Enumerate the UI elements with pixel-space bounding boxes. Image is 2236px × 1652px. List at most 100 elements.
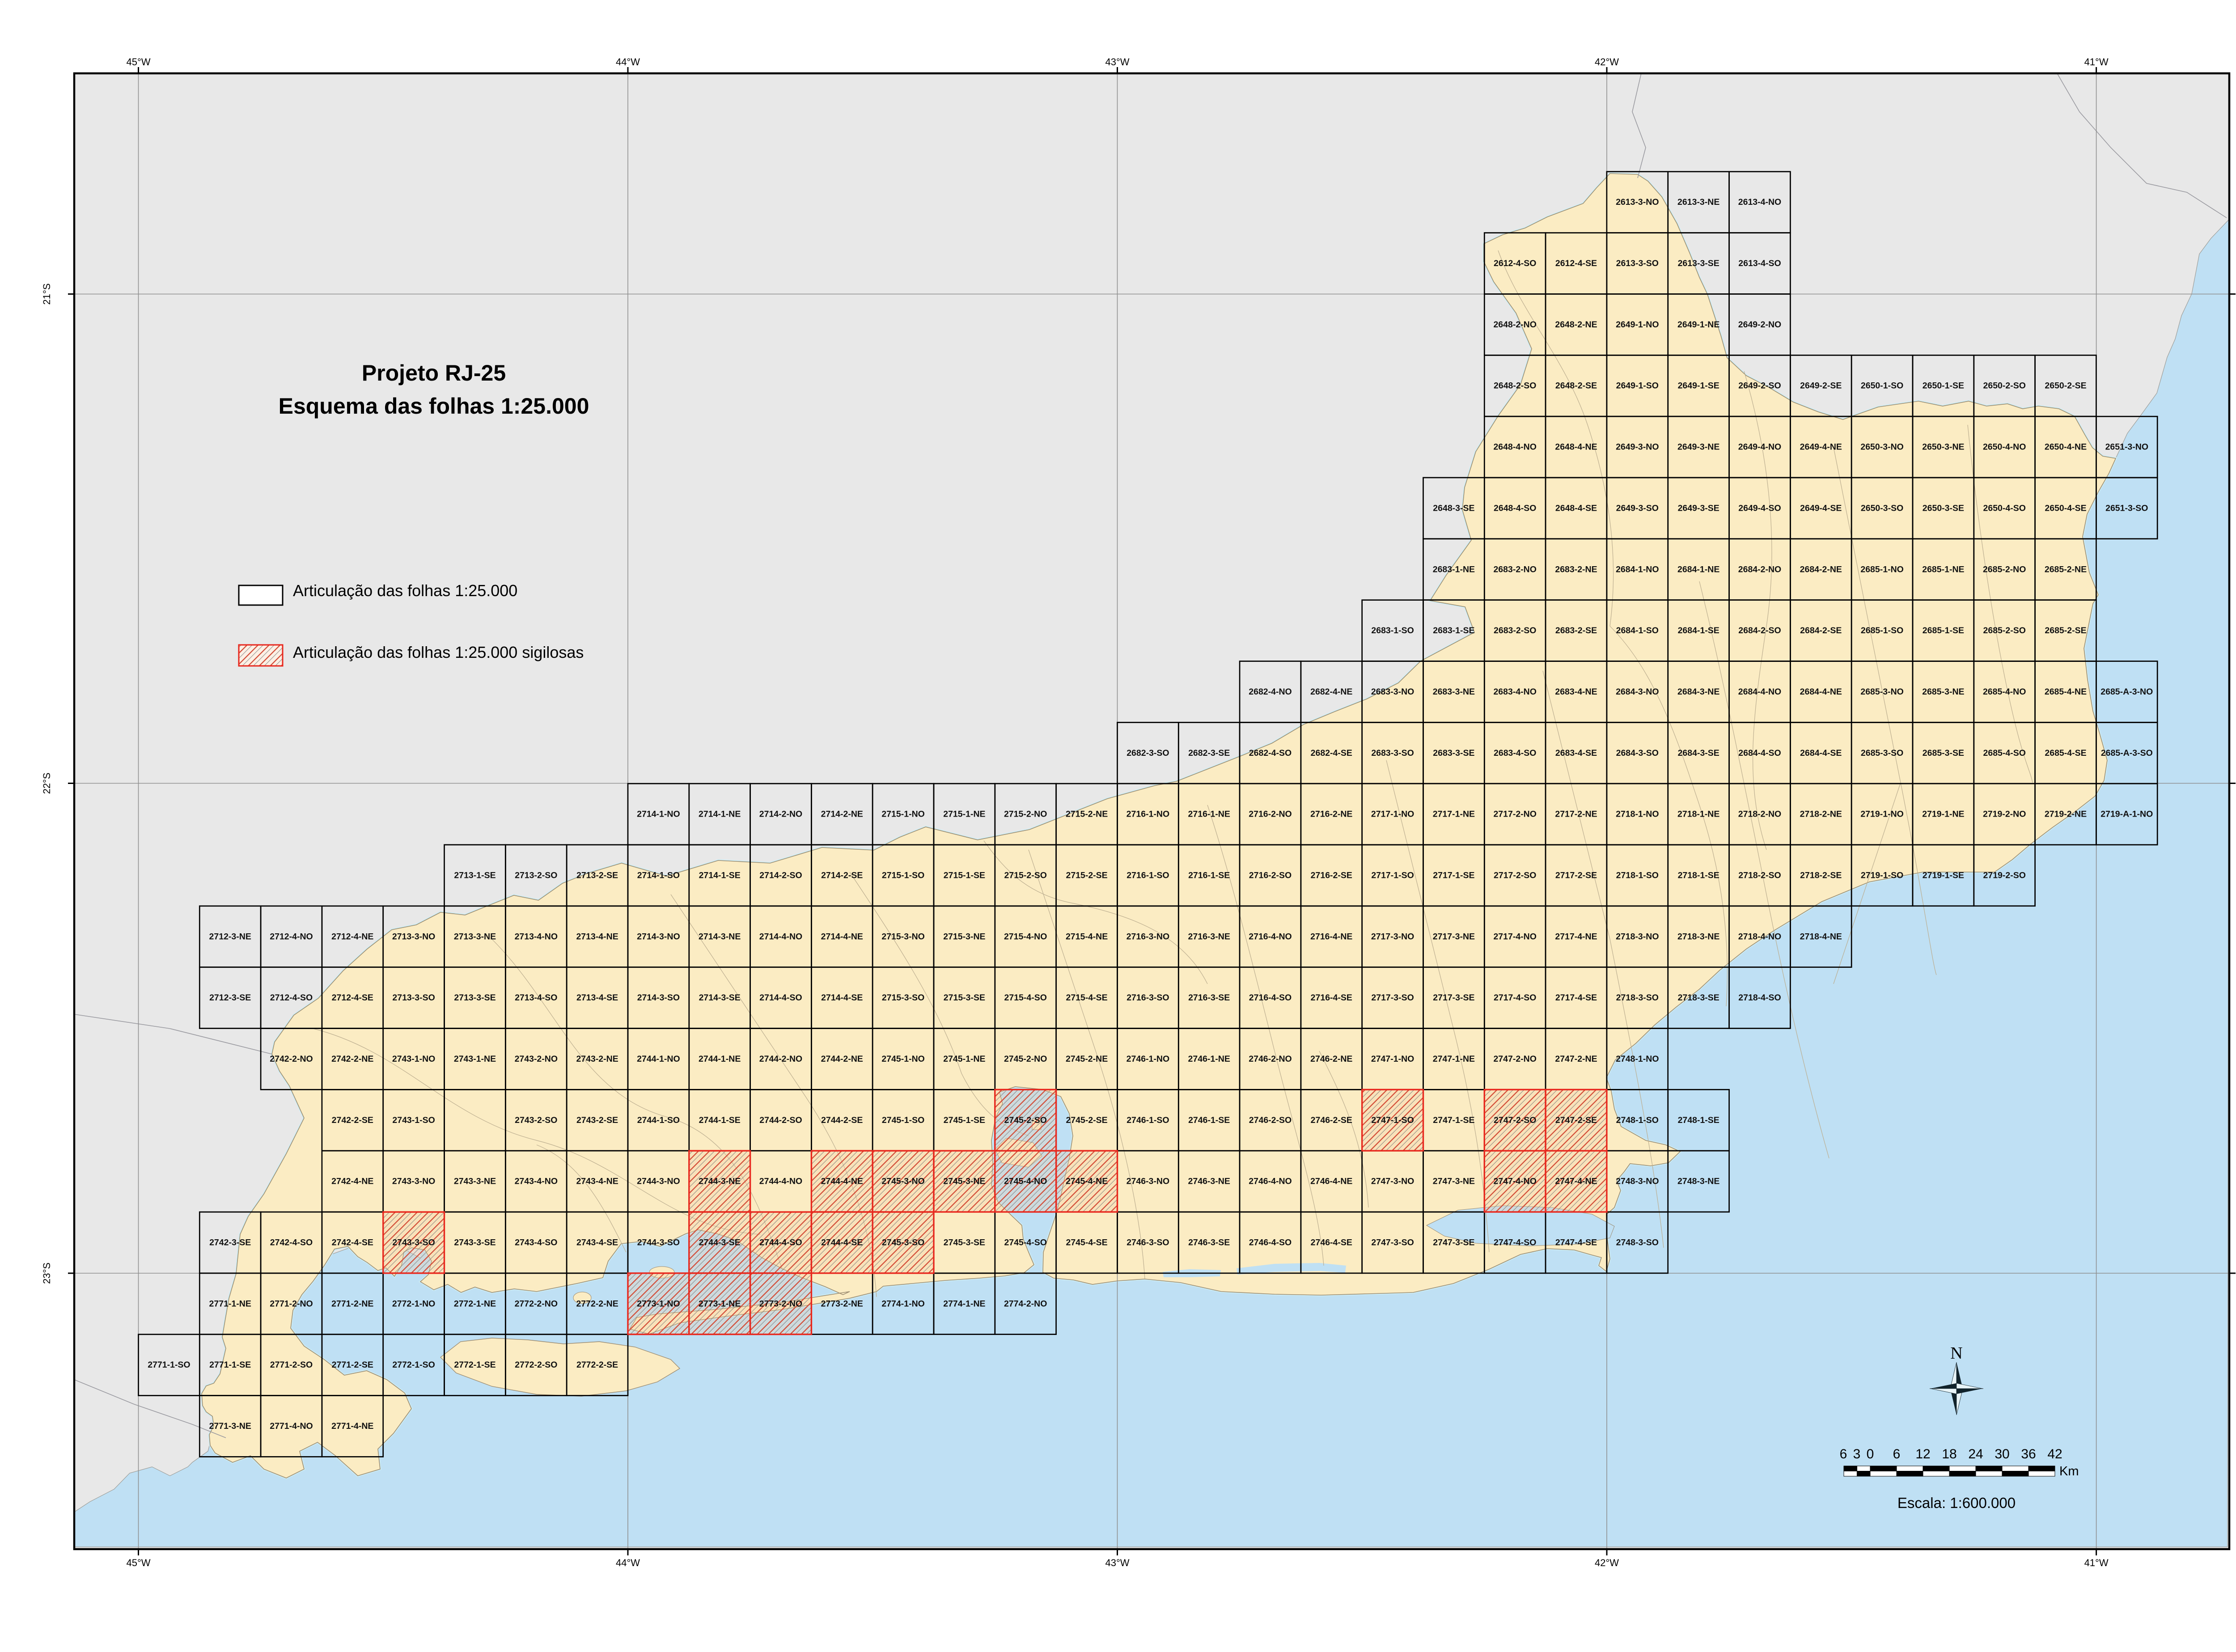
svg-text:2714-4-SE: 2714-4-SE <box>821 993 863 1003</box>
svg-text:42°W: 42°W <box>1595 56 1619 68</box>
svg-text:2773-2-NE: 2773-2-NE <box>821 1299 863 1309</box>
svg-text:45°W: 45°W <box>126 56 150 68</box>
svg-text:2613-3-SO: 2613-3-SO <box>1616 258 1659 268</box>
svg-text:2649-4-NE: 2649-4-NE <box>1800 442 1842 452</box>
svg-text:2747-3-SO: 2747-3-SO <box>1371 1238 1414 1248</box>
svg-text:2683-4-SE: 2683-4-SE <box>1555 748 1597 758</box>
svg-text:2715-2-NO: 2715-2-NO <box>1004 809 1047 819</box>
svg-text:2746-1-NE: 2746-1-NE <box>1188 1054 1230 1064</box>
svg-text:2771-1-SE: 2771-1-SE <box>209 1360 251 1370</box>
svg-text:2682-4-NO: 2682-4-NO <box>1249 687 1292 697</box>
svg-text:2746-2-SE: 2746-2-SE <box>1311 1115 1352 1125</box>
svg-text:2744-1-NE: 2744-1-NE <box>699 1054 741 1064</box>
svg-text:2742-4-SO: 2742-4-SO <box>270 1238 313 1248</box>
svg-text:2714-2-SO: 2714-2-SO <box>759 871 802 881</box>
svg-text:2649-4-SE: 2649-4-SE <box>1800 503 1842 513</box>
svg-text:2719-A-1-NO: 2719-A-1-NO <box>2100 809 2153 819</box>
svg-text:2685-A-3-NO: 2685-A-3-NO <box>2100 687 2153 697</box>
svg-text:2717-1-NO: 2717-1-NO <box>1371 809 1414 819</box>
svg-text:2717-4-NE: 2717-4-NE <box>1555 932 1597 941</box>
svg-text:2719-1-SE: 2719-1-SE <box>1923 871 1964 881</box>
svg-text:2714-2-NO: 2714-2-NO <box>759 809 802 819</box>
svg-text:2747-1-NE: 2747-1-NE <box>1433 1054 1475 1064</box>
svg-text:Km: Km <box>2059 1464 2079 1478</box>
svg-text:2650-2-SO: 2650-2-SO <box>1983 381 2026 391</box>
svg-text:2715-2-NE: 2715-2-NE <box>1066 809 1108 819</box>
svg-text:2747-4-SE: 2747-4-SE <box>1555 1238 1597 1248</box>
svg-text:2650-1-SO: 2650-1-SO <box>1861 381 1903 391</box>
svg-text:2718-4-SO: 2718-4-SO <box>1738 993 1781 1003</box>
svg-text:2744-1-SE: 2744-1-SE <box>699 1115 741 1125</box>
svg-text:2746-3-NO: 2746-3-NO <box>1126 1177 1169 1186</box>
svg-text:2650-4-SE: 2650-4-SE <box>2045 503 2086 513</box>
svg-text:2748-3-NE: 2748-3-NE <box>1677 1177 1719 1186</box>
svg-text:2717-2-NO: 2717-2-NO <box>1493 809 1536 819</box>
svg-text:41°W: 41°W <box>2084 1557 2109 1568</box>
svg-text:2651-3-NO: 2651-3-NO <box>2105 442 2148 452</box>
svg-text:6: 6 <box>1893 1447 1901 1461</box>
svg-text:2649-2-SE: 2649-2-SE <box>1800 381 1842 391</box>
svg-text:2715-4-NO: 2715-4-NO <box>1004 932 1047 941</box>
svg-text:2748-1-NO: 2748-1-NO <box>1616 1054 1659 1064</box>
svg-text:2684-1-SO: 2684-1-SO <box>1616 626 1659 635</box>
svg-text:2717-3-SO: 2717-3-SO <box>1371 993 1414 1003</box>
svg-text:2715-3-NO: 2715-3-NO <box>881 932 924 941</box>
svg-text:2685-1-NE: 2685-1-NE <box>1922 564 1964 574</box>
svg-text:2650-3-SO: 2650-3-SO <box>1861 503 1903 513</box>
svg-text:3: 3 <box>1853 1447 1861 1461</box>
svg-text:2746-3-SO: 2746-3-SO <box>1126 1238 1169 1248</box>
svg-text:2773-2-NO: 2773-2-NO <box>759 1299 802 1309</box>
svg-text:Articulação das folhas 1:25.00: Articulação das folhas 1:25.000 sigilosa… <box>293 643 584 661</box>
svg-text:2717-3-NO: 2717-3-NO <box>1371 932 1414 941</box>
svg-text:2718-2-NE: 2718-2-NE <box>1800 809 1842 819</box>
svg-text:2684-3-NE: 2684-3-NE <box>1677 687 1719 697</box>
svg-text:2715-1-NO: 2715-1-NO <box>881 809 924 819</box>
svg-text:2713-3-SE: 2713-3-SE <box>454 993 495 1003</box>
svg-text:2747-4-NO: 2747-4-NO <box>1493 1177 1536 1186</box>
svg-text:2650-3-SE: 2650-3-SE <box>1923 503 1964 513</box>
svg-text:2685-2-SO: 2685-2-SO <box>1983 626 2026 635</box>
svg-text:2774-2-NO: 2774-2-NO <box>1004 1299 1047 1309</box>
svg-text:2772-1-NO: 2772-1-NO <box>392 1299 435 1309</box>
svg-text:2744-1-NO: 2744-1-NO <box>637 1054 680 1064</box>
svg-text:2649-3-SO: 2649-3-SO <box>1616 503 1659 513</box>
svg-text:2771-1-SO: 2771-1-SO <box>148 1360 190 1370</box>
svg-text:21°S: 21°S <box>41 284 52 305</box>
svg-text:2716-1-SE: 2716-1-SE <box>1188 871 1230 881</box>
svg-text:2744-2-SO: 2744-2-SO <box>759 1115 802 1125</box>
svg-text:2715-3-SO: 2715-3-SO <box>882 993 924 1003</box>
svg-text:2743-4-NE: 2743-4-NE <box>576 1177 618 1186</box>
svg-text:2716-4-SO: 2716-4-SO <box>1249 993 1292 1003</box>
svg-text:2772-2-SO: 2772-2-SO <box>515 1360 557 1370</box>
svg-text:2685-3-NE: 2685-3-NE <box>1922 687 1964 697</box>
svg-text:2742-2-NO: 2742-2-NO <box>270 1054 313 1064</box>
svg-text:2649-1-NE: 2649-1-NE <box>1677 320 1719 330</box>
svg-text:2713-4-NE: 2713-4-NE <box>576 932 618 941</box>
svg-text:2714-1-SO: 2714-1-SO <box>637 871 680 881</box>
svg-text:2745-2-SE: 2745-2-SE <box>1066 1115 1107 1125</box>
svg-text:2683-1-NE: 2683-1-NE <box>1433 564 1475 574</box>
svg-text:2771-4-NE: 2771-4-NE <box>331 1421 373 1431</box>
svg-text:2684-2-SE: 2684-2-SE <box>1800 626 1842 635</box>
svg-text:2684-3-NO: 2684-3-NO <box>1616 687 1659 697</box>
svg-text:2712-3-SE: 2712-3-SE <box>209 993 251 1003</box>
svg-text:2717-3-NE: 2717-3-NE <box>1433 932 1475 941</box>
svg-text:2649-4-NO: 2649-4-NO <box>1738 442 1781 452</box>
svg-text:2685-3-SO: 2685-3-SO <box>1861 748 1903 758</box>
svg-text:2648-2-SE: 2648-2-SE <box>1555 381 1597 391</box>
svg-text:2746-1-NO: 2746-1-NO <box>1126 1054 1169 1064</box>
svg-text:2743-3-SE: 2743-3-SE <box>454 1238 495 1248</box>
svg-text:43°W: 43°W <box>1105 1557 1129 1568</box>
svg-text:2716-3-SE: 2716-3-SE <box>1188 993 1230 1003</box>
svg-text:2718-1-NO: 2718-1-NO <box>1616 809 1659 819</box>
svg-text:2748-3-NO: 2748-3-NO <box>1616 1177 1659 1186</box>
svg-text:2748-3-SO: 2748-3-SO <box>1616 1238 1659 1248</box>
svg-text:2719-1-NO: 2719-1-NO <box>1860 809 1903 819</box>
svg-text:44°W: 44°W <box>616 56 640 68</box>
svg-text:2716-3-NE: 2716-3-NE <box>1188 932 1230 941</box>
svg-text:2716-3-SO: 2716-3-SO <box>1126 993 1169 1003</box>
svg-text:2683-3-SE: 2683-3-SE <box>1433 748 1474 758</box>
svg-text:2715-4-SE: 2715-4-SE <box>1066 993 1107 1003</box>
svg-text:2685-1-SE: 2685-1-SE <box>1923 626 1964 635</box>
svg-text:2714-4-NO: 2714-4-NO <box>759 932 802 941</box>
